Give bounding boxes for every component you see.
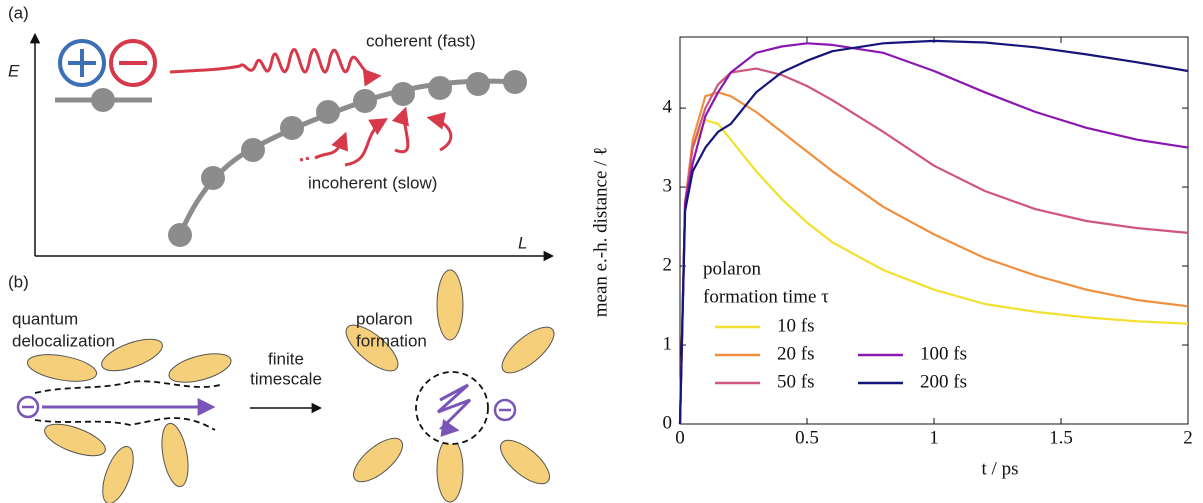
legend-label: 200 fs: [920, 371, 967, 392]
hop-arrow: [344, 118, 389, 167]
annotation: incoherent (slow): [308, 173, 437, 192]
y-tick-label: 0: [663, 412, 673, 433]
caption: quantum: [12, 309, 78, 328]
caption: polaron: [356, 309, 413, 328]
plot-frame: [679, 36, 1189, 425]
hop-arrow: [314, 131, 349, 160]
legend-label: 10 fs: [777, 315, 814, 336]
x-tick-label: 2: [1183, 427, 1193, 448]
axis-label: L: [518, 233, 527, 252]
panel-b: (b) quantum delocalization finite timesc…: [8, 269, 555, 503]
legend-title: polaron: [703, 258, 762, 279]
boundary: [34, 380, 221, 394]
x-tick-label: 1: [929, 427, 939, 448]
axis-label: E: [8, 61, 20, 80]
hop-arrow: [391, 106, 410, 154]
panel-label: (b): [8, 272, 29, 291]
boundary: [34, 417, 216, 431]
y-tick-label: 3: [663, 175, 673, 196]
series-line: [678, 91, 1189, 425]
plus: [68, 49, 96, 77]
panel-a: (a) E L coherent (fast) incoherent (slow…: [8, 3, 555, 262]
y-tick-label: 2: [663, 254, 673, 275]
caption: timescale: [250, 369, 322, 388]
band: [177, 78, 516, 236]
molecules: [26, 269, 555, 503]
state: [91, 88, 115, 112]
x-tick-label: 0: [675, 427, 685, 448]
annotation: coherent (fast): [366, 31, 476, 50]
y-axis-label: mean e.-h. distance / ℓ: [590, 147, 611, 318]
chart: t / ps mean e.-h. distance / ℓ 0 1 2 3 4 0 0.5…: [590, 36, 1193, 479]
trapped-path: [436, 383, 472, 437]
x-tick-label: 0.5: [795, 427, 819, 448]
x-tick-label: 1.5: [1049, 427, 1073, 448]
x-axis-label: t / ps: [982, 458, 1019, 479]
caption: formation: [356, 331, 427, 350]
legend-label: 50 fs: [777, 371, 814, 392]
caption: delocalization: [12, 331, 115, 350]
series-line: [678, 39, 1189, 425]
y-tick-label: 1: [663, 333, 673, 354]
series-line: [678, 42, 1189, 425]
y-tick-label: 4: [663, 96, 673, 117]
hop-dots: [299, 156, 311, 162]
hop-arrow: [426, 112, 453, 152]
caption: finite: [268, 349, 304, 368]
series-line: [678, 67, 1189, 425]
states: [168, 70, 527, 247]
coherent-arrow: [169, 48, 382, 87]
legend-label: 100 fs: [920, 343, 967, 364]
panel-label: (a): [8, 3, 29, 22]
legend-label: 20 fs: [777, 343, 814, 364]
legend-title: formation time τ: [703, 286, 829, 307]
